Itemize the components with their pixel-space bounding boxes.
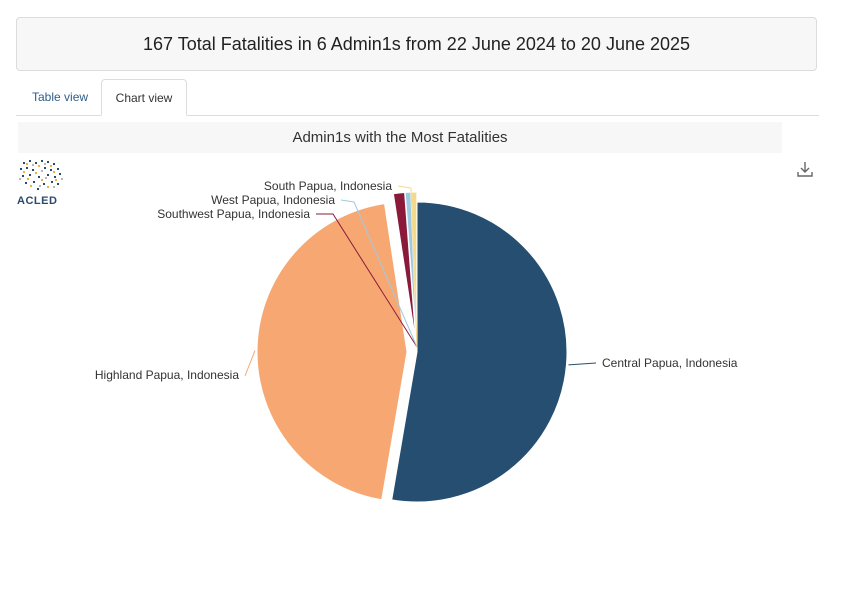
slice-connector <box>244 350 256 377</box>
pie-slice[interactable] <box>391 201 568 503</box>
tab-chart-view[interactable]: Chart view <box>101 79 187 116</box>
slice-connector <box>316 213 418 348</box>
download-icon <box>797 162 813 177</box>
chart-title: Admin1s with the Most Fatalities <box>18 122 782 153</box>
view-tabs: Table view Chart view <box>16 79 819 116</box>
slice-label: Central Papua, Indonesia <box>602 356 738 370</box>
chart-title-text: Admin1s with the Most Fatalities <box>292 129 508 146</box>
pie-slice[interactable] <box>256 203 408 501</box>
download-button[interactable] <box>795 159 815 179</box>
summary-header: 167 Total Fatalities in 6 Admin1s from 2… <box>16 17 817 71</box>
slice-connector <box>397 185 418 348</box>
acled-logo: ACLED <box>17 158 67 210</box>
pie-slice[interactable] <box>392 191 417 343</box>
globe-icon <box>19 160 63 190</box>
slice-connector <box>568 362 597 366</box>
slice-label: Highland Papua, Indonesia <box>95 368 239 382</box>
tab-table-view[interactable]: Table view <box>32 90 89 104</box>
slice-connector <box>340 199 418 348</box>
slice-label: Southwest Papua, Indonesia <box>157 207 310 221</box>
slice-label: South Papua, Indonesia <box>264 179 392 193</box>
logo-text: ACLED <box>17 195 58 207</box>
slice-label: West Papua, Indonesia <box>211 193 335 207</box>
summary-text: 167 Total Fatalities in 6 Admin1s from 2… <box>142 33 691 54</box>
